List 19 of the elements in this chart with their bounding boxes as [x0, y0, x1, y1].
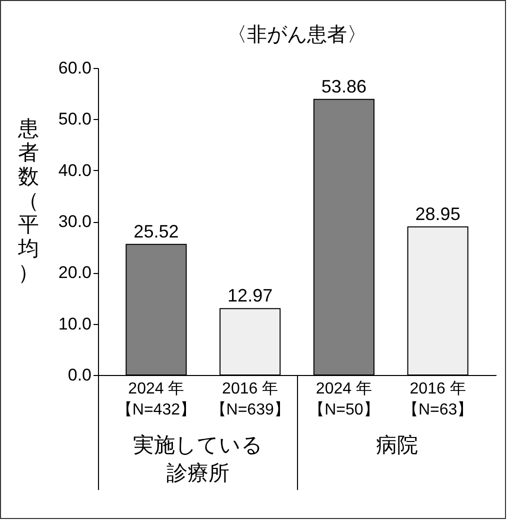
- x-tick-label: 2016 年【N=639】: [210, 380, 290, 418]
- data-label: 12.97: [228, 286, 273, 306]
- x-tick-label: 2024 年【N=432】: [116, 380, 196, 418]
- y-axis-title: 患者数（平均）: [17, 118, 39, 284]
- data-label: 25.52: [134, 221, 179, 242]
- y-tick-label: 20.0: [58, 263, 92, 282]
- chart-title: 〈非がん患者〉: [227, 24, 367, 46]
- y-tick-label: 50.0: [58, 110, 92, 129]
- y-tick-label: 30.0: [58, 212, 92, 231]
- x-tick-label: 2016 年【N=63】: [402, 380, 474, 418]
- y-tick-label: 10.0: [58, 314, 92, 334]
- x-tick-label: 2024 年【N=50】: [308, 380, 380, 418]
- data-label: 28.95: [415, 204, 460, 224]
- data-label: 53.86: [321, 76, 366, 96]
- y-tick-label: 60.0: [58, 58, 92, 78]
- y-tick-label: 40.0: [58, 160, 92, 180]
- text: 実施している診療所: [133, 433, 263, 487]
- text: 病院: [375, 433, 419, 459]
- y-tick-label: 0.0: [68, 366, 92, 384]
